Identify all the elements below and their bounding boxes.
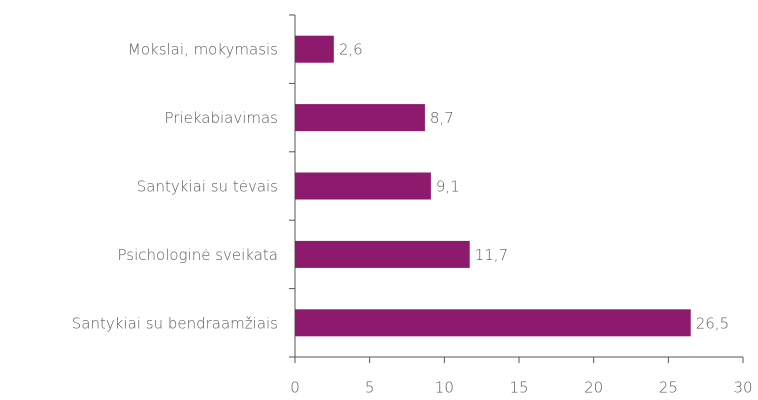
value-label: 2,6 — [339, 41, 363, 59]
value-label: 11,7 — [475, 246, 508, 264]
bar — [295, 35, 334, 63]
x-tick-label: 25 — [659, 379, 678, 397]
category-label: Mokslai, mokymasis — [128, 41, 278, 59]
category-label: Priekabiavimas — [164, 109, 278, 127]
category-label: Santykiai su bendraamžiais — [72, 314, 278, 332]
x-tick-label: 5 — [365, 379, 375, 397]
category-label: Santykiai su tėvais — [137, 178, 278, 196]
bar — [295, 104, 425, 132]
category-label: Psichologinė sveikata — [118, 246, 279, 264]
value-label: 9,1 — [436, 178, 460, 196]
value-label: 26,5 — [696, 314, 729, 332]
bar — [295, 172, 431, 200]
x-tick-label: 30 — [733, 379, 752, 397]
x-tick-label: 15 — [509, 379, 528, 397]
x-tick-label: 10 — [435, 379, 454, 397]
bar — [295, 309, 691, 337]
x-tick-label: 20 — [584, 379, 603, 397]
bar — [295, 240, 470, 268]
value-label: 8,7 — [430, 109, 454, 127]
x-tick-label: 0 — [290, 379, 300, 397]
